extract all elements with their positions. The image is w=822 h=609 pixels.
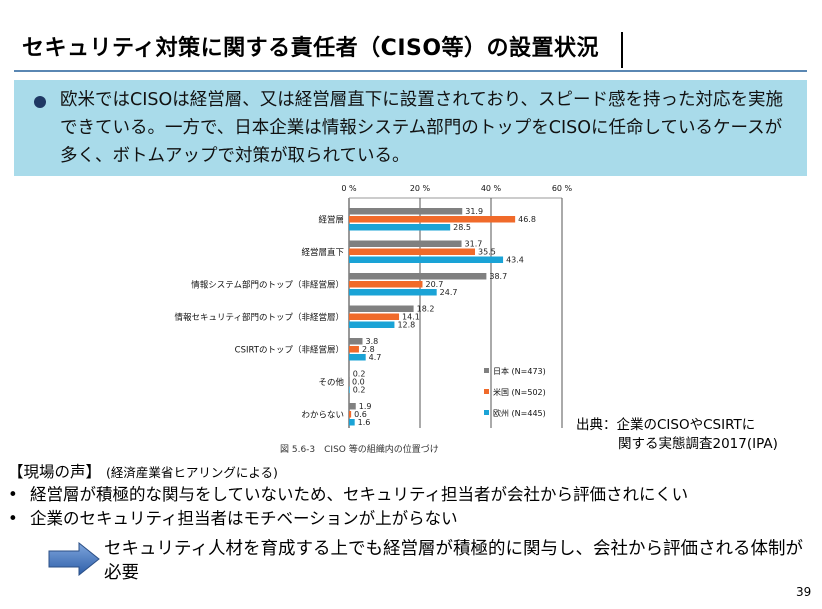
bar bbox=[349, 248, 476, 255]
voices-heading-note: (経済産業省ヒアリングによる) bbox=[105, 465, 278, 480]
category-label: 情報セキュリティ部門のトップ（非経営層） bbox=[175, 312, 345, 323]
voice-item-text: 企業のセキュリティ担当者はモチベーションが上がらない bbox=[30, 509, 458, 528]
bar bbox=[349, 281, 423, 288]
category-label: 情報システム部門のトップ（非経営層） bbox=[191, 279, 344, 290]
data-label: 31.9 bbox=[465, 207, 483, 216]
data-label: 35.5 bbox=[478, 248, 496, 257]
legend-swatch bbox=[484, 410, 489, 415]
bar bbox=[349, 305, 414, 312]
bullet-icon bbox=[34, 96, 46, 108]
bullet-icon: • bbox=[8, 485, 18, 504]
conclusion-text: セキュリティ人材を育成する上でも経営層が積極的に関与し、会社から評価される体制が… bbox=[104, 539, 803, 583]
bar bbox=[349, 346, 359, 353]
category-label: わからない bbox=[301, 410, 344, 420]
data-label: 28.5 bbox=[453, 223, 471, 232]
bar bbox=[349, 273, 487, 280]
data-label: 4.7 bbox=[369, 353, 382, 362]
text-cursor bbox=[621, 32, 623, 68]
category-label: 経営層 bbox=[318, 214, 344, 225]
bar bbox=[349, 321, 395, 328]
bar bbox=[349, 224, 451, 231]
x-tick-label: 20 % bbox=[410, 184, 431, 193]
voices-list: • 経営層が積極的な関与をしていないため、セキュリティ担当者が会社から評価されに… bbox=[8, 483, 688, 531]
data-label: 43.4 bbox=[506, 256, 524, 265]
data-label: 24.7 bbox=[440, 288, 458, 297]
legend-swatch bbox=[484, 389, 489, 394]
data-label: 20.7 bbox=[425, 280, 443, 289]
data-label: 18.2 bbox=[417, 305, 435, 314]
source-line-1: 出典：企業のCISOやCSIRTに bbox=[576, 417, 756, 433]
data-label: 0.2 bbox=[353, 370, 366, 379]
summary-text: 欧米ではCISOは経営層、又は経営層直下に設置されており、スピード感を持った対応… bbox=[60, 90, 784, 166]
legend-label: 米国 (N=502) bbox=[493, 387, 546, 397]
bar bbox=[349, 354, 366, 361]
data-label: 46.8 bbox=[518, 215, 536, 224]
data-label: 14.1 bbox=[402, 313, 420, 322]
title-divider bbox=[14, 70, 807, 72]
category-label: CSIRTのトップ（非経営層） bbox=[235, 344, 344, 355]
legend-label: 欧州 (N=445) bbox=[493, 408, 546, 418]
data-label: 0.0 bbox=[352, 378, 365, 387]
page-number: 39 bbox=[796, 585, 812, 599]
chart-caption: 図 5.6-3 CISO 等の組織内の位置づけ bbox=[280, 443, 439, 455]
bar bbox=[349, 289, 437, 296]
data-label: 31.7 bbox=[465, 240, 483, 249]
slide-title: セキュリティ対策に関する責任者（CISO等）の設置状況 bbox=[22, 36, 600, 61]
bar bbox=[349, 411, 352, 418]
bar bbox=[349, 403, 356, 410]
summary-box bbox=[14, 80, 807, 176]
data-label: 1.6 bbox=[358, 418, 371, 427]
data-label: 1.9 bbox=[359, 402, 372, 411]
bullet-icon: • bbox=[8, 509, 18, 528]
x-tick-label: 40 % bbox=[481, 184, 502, 193]
voice-item: • 経営層が積極的な関与をしていないため、セキュリティ担当者が会社から評価されに… bbox=[8, 483, 688, 507]
x-tick-label: 0 % bbox=[341, 184, 357, 193]
data-label: 0.2 bbox=[353, 386, 366, 395]
arrow-right-icon bbox=[48, 542, 100, 576]
bar bbox=[349, 419, 355, 426]
data-label: 3.8 bbox=[365, 337, 378, 346]
bar bbox=[349, 208, 463, 215]
category-label: その他 bbox=[318, 377, 344, 388]
bar bbox=[349, 338, 363, 345]
legend-swatch bbox=[484, 368, 489, 373]
voices-heading-label: 【現場の声】 bbox=[8, 463, 102, 481]
data-label: 0.6 bbox=[354, 410, 367, 419]
bar bbox=[349, 240, 462, 247]
category-label: 経営層直下 bbox=[301, 247, 344, 258]
legend-label: 日本 (N=473) bbox=[493, 366, 546, 376]
x-tick-label: 60 % bbox=[552, 184, 573, 193]
bar bbox=[349, 216, 516, 223]
bar bbox=[349, 386, 350, 393]
source-citation: 出典：企業のCISOやCSIRTに 関する実態調査2017(IPA) bbox=[576, 416, 778, 454]
data-label: 38.7 bbox=[489, 272, 507, 281]
voices-heading: 【現場の声】 (経済産業省ヒアリングによる) bbox=[8, 460, 278, 482]
bar bbox=[349, 370, 350, 377]
bar bbox=[349, 313, 400, 320]
data-label: 12.8 bbox=[397, 321, 415, 330]
voice-item: • 企業のセキュリティ担当者はモチベーションが上がらない bbox=[8, 507, 688, 531]
source-line-2: 関する実態調査2017(IPA) bbox=[618, 436, 778, 452]
bar bbox=[349, 256, 504, 263]
data-label: 2.8 bbox=[362, 345, 375, 354]
voice-item-text: 経営層が積極的な関与をしていないため、セキュリティ担当者が会社から評価されにくい bbox=[30, 485, 689, 504]
